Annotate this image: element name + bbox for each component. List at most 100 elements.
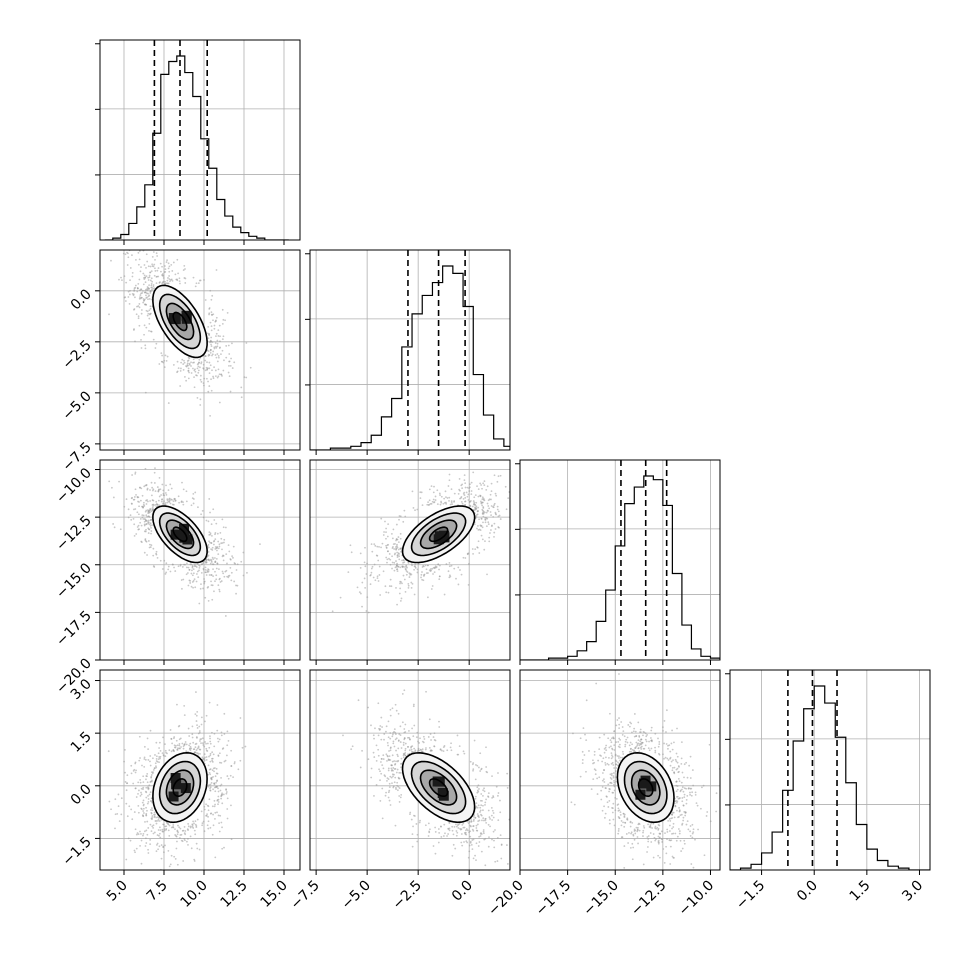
sample-point [149,546,152,548]
sample-point [618,757,620,759]
sample-point [192,568,195,571]
sample-point [125,789,128,792]
x-tick-label: −2.5 [390,878,425,913]
sample-point [222,559,225,562]
sample-point [610,778,613,780]
sample-point [399,532,402,535]
sample-point [205,749,208,752]
sample-point [207,559,210,562]
sample-point [417,740,419,743]
sample-point [495,785,498,788]
sample-point [190,361,192,364]
sample-point [227,544,230,547]
sample-point [213,770,215,773]
sample-point [453,567,456,570]
sample-point [596,777,599,780]
sample-point [136,287,139,289]
sample-point [142,283,145,286]
sample-point [243,376,246,379]
sample-point [123,275,126,278]
sample-point [153,767,156,770]
sample-point [622,821,624,824]
sample-point [428,569,431,572]
sample-point [427,596,429,599]
sample-point [444,490,447,493]
sample-point [705,815,708,817]
sample-point [468,486,471,489]
sample-point [145,499,148,502]
sample-point [613,744,616,747]
sample-point [603,751,606,754]
sample-point [156,557,159,559]
sample-point [124,300,127,302]
sample-point [482,789,484,792]
sample-point [139,296,141,299]
sample-point [170,737,173,740]
sample-point [136,832,139,834]
sample-point [142,834,144,837]
sample-point [142,501,145,504]
sample-point [398,801,401,803]
sample-point [492,796,495,799]
sample-point [692,831,695,834]
sample-point [393,768,396,770]
sample-point [447,827,450,830]
sample-point [155,766,158,769]
sample-point [442,502,445,505]
sample-point [204,568,207,571]
sample-point [207,764,210,767]
sample-point [168,278,171,281]
sample-point [658,856,661,859]
sample-point [149,292,152,294]
sample-point [572,732,574,735]
axes-frame [519,669,721,871]
sample-point [160,494,162,496]
sample-point [186,562,188,565]
sample-point [658,752,660,755]
sample-point [186,362,189,365]
sample-point [149,507,152,510]
sample-point [155,871,157,873]
sample-point [206,571,209,573]
sample-point [159,281,161,283]
sample-point [168,865,171,868]
sample-point [675,768,678,771]
sample-point [464,500,467,503]
sample-point [211,341,214,343]
sample-point [152,499,155,502]
sample-point [207,568,209,571]
sample-point [145,288,147,291]
sample-point [210,343,212,346]
sample-point [583,754,586,756]
sample-point [425,568,428,571]
sample-point [171,279,174,282]
sample-point [202,567,205,570]
sample-point [163,271,166,274]
sample-point [690,863,693,865]
sample-point [208,361,211,364]
sample-point [147,312,150,315]
sample-point [604,761,607,764]
sample-point [610,752,613,755]
sample-point [683,787,686,790]
sample-point [231,367,234,369]
sample-point [150,780,153,783]
sample-point [387,591,390,594]
sample-point [644,732,647,735]
sample-point [193,751,196,754]
sample-point [609,739,612,742]
sample-point [220,776,222,779]
sample-point [229,558,232,560]
sample-point [154,490,157,493]
sample-point [445,496,447,499]
sample-point [206,586,209,589]
sample-point [463,479,466,482]
sample-point [492,830,495,833]
sample-point [149,265,152,268]
density-panel-0-3: 5.0 7.5 10.0 12.5 15.0−1.50.01.53.0 [59,669,301,911]
sample-point [194,586,197,589]
sample-point [475,802,478,805]
sample-point [205,803,208,806]
sample-point [222,793,225,796]
sample-point [199,279,202,282]
